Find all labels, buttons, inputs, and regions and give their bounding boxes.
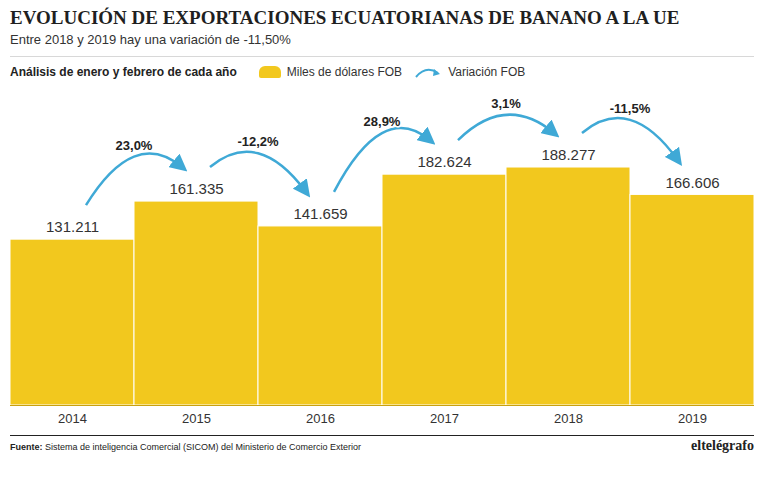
html-text:Análisis de enero y febrero de: Análisis de enero y febrero de cada año xyxy=(10,65,237,79)
svg-text:182.624: 182.624 xyxy=(417,153,471,170)
svg-text:166.606: 166.606 xyxy=(665,174,719,191)
svg-text:2018: 2018 xyxy=(554,411,583,426)
svg-text:2014: 2014 xyxy=(58,411,87,426)
html-text:Entre 2018 y 2019 hay una vari: Entre 2018 y 2019 hay una variación de -… xyxy=(10,32,291,47)
svg-text:131.211: 131.211 xyxy=(46,218,99,235)
html-text:eltelégrafo: eltelégrafo xyxy=(691,438,754,453)
svg-text:-11,5%: -11,5% xyxy=(610,101,651,116)
html-text:Variación FOB: Variación FOB xyxy=(448,65,526,79)
svg-text:-12,2%: -12,2% xyxy=(237,134,279,149)
html-text:EVOLUCIÓN DE EXPORTACIONES ECU: EVOLUCIÓN DE EXPORTACIONES ECUATORIANAS … xyxy=(10,7,680,28)
svg-text:23,0%: 23,0% xyxy=(116,138,153,153)
svg-text:141.659: 141.659 xyxy=(293,205,347,222)
svg-text:161.335: 161.335 xyxy=(169,180,223,197)
html-text:Miles de dólares FOB: Miles de dólares FOB xyxy=(286,65,403,79)
svg-text:3,1%: 3,1% xyxy=(491,96,521,111)
svg-text:188.277: 188.277 xyxy=(541,146,595,163)
svg-text:28,9%: 28,9% xyxy=(364,114,401,129)
svg-text:2019: 2019 xyxy=(678,411,707,426)
svg-text:2017: 2017 xyxy=(430,411,459,426)
svg-text:2016: 2016 xyxy=(306,411,335,426)
html-text:Fuente: Sistema de inteligenci: Fuente: Sistema de inteligencia Comercia… xyxy=(10,442,362,452)
svg-text:2015: 2015 xyxy=(182,411,211,426)
